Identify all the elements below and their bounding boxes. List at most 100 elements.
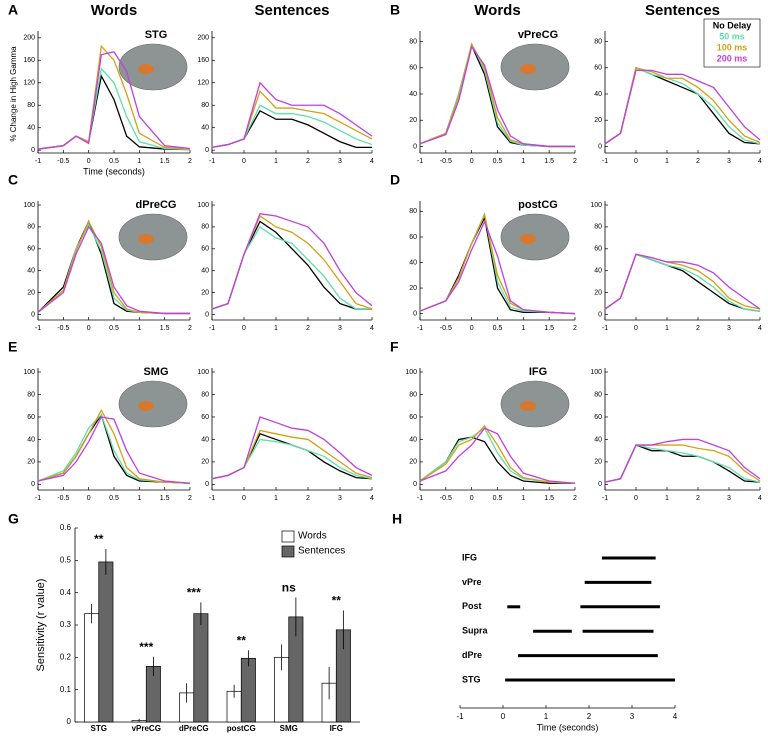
y-tick-label: 80 (594, 38, 602, 45)
brain-region (138, 64, 154, 74)
y-tick-label: 40 (201, 436, 209, 443)
series-line (37, 408, 191, 484)
y-tick-label: 60 (409, 65, 417, 72)
significance: ** (332, 594, 342, 608)
x-tick-label: vPreCG (132, 724, 161, 733)
y-tick-label: 0 (205, 147, 209, 154)
significance: ** (237, 633, 247, 647)
y-tick-label: 100 (405, 369, 417, 376)
x-tick-label: 1 (521, 325, 525, 332)
y-tick-label: 0.5 (60, 555, 72, 564)
series-line (604, 69, 761, 145)
panel-heading: Words (91, 2, 137, 19)
y-tick-label: 40 (201, 125, 209, 132)
y-tick-label: 80 (409, 208, 417, 215)
y-tick-label: 100 (197, 202, 209, 209)
significance: *** (187, 586, 201, 600)
row-label: Post (462, 601, 482, 611)
series-line (419, 45, 575, 148)
y-tick-label: 0 (205, 481, 209, 488)
y-tick-label: 20 (594, 459, 602, 466)
legend-label: No Delay (713, 20, 752, 30)
x-tick-label: -1 (456, 712, 464, 721)
x-tick-label: -0.5 (440, 325, 452, 332)
x-tick-label: 4 (758, 158, 762, 165)
x-tick-label: 1 (544, 712, 549, 721)
x-tick-label: 2 (587, 712, 592, 721)
y-tick-label: 120 (197, 80, 209, 87)
y-tick-label: 0.4 (60, 588, 72, 597)
panel-label: D (390, 172, 400, 188)
y-tick-label: 0 (413, 143, 417, 150)
panel-label: G (8, 511, 19, 527)
x-tick-label: 3 (338, 325, 342, 332)
x-tick-label: 1 (274, 325, 278, 332)
series-line (37, 51, 191, 150)
y-tick-label: 100 (590, 202, 602, 209)
x-tick-label: 4 (758, 495, 762, 502)
x-tick-label: 2 (573, 495, 577, 502)
y-tick-label: 20 (201, 289, 209, 296)
y-tick-label: 80 (201, 102, 209, 109)
x-tick-label: 4 (370, 158, 374, 165)
x-tick-label: 0 (634, 495, 638, 502)
y-tick-label: 100 (23, 369, 35, 376)
brain-region (520, 64, 536, 74)
y-tick-label: 60 (201, 414, 209, 421)
x-tick-label: 2 (188, 495, 192, 502)
x-tick-label: 2 (306, 325, 310, 332)
y-tick-label: 20 (594, 117, 602, 124)
y-tick-label: 60 (594, 65, 602, 72)
y-tick-label: 60 (594, 414, 602, 421)
x-tick-label: 0 (242, 325, 246, 332)
x-tick-label: 1 (665, 325, 669, 332)
x-tick-label: 1 (137, 158, 141, 165)
x-tick-label: 2 (696, 495, 700, 502)
x-tick-label: 0.5 (493, 495, 503, 502)
x-tick-label: 1 (274, 495, 278, 502)
legend-label: 200 ms (717, 53, 748, 63)
x-tick-label: 0 (470, 325, 474, 332)
x-tick-label: 0 (242, 495, 246, 502)
brain-region (520, 401, 536, 411)
x-tick-label: 2 (696, 158, 700, 165)
x-tick-label: 4 (673, 712, 678, 721)
x-tick-label: -1 (209, 158, 215, 165)
x-tick-label: 0 (87, 325, 91, 332)
x-tick-label: 2 (188, 158, 192, 165)
x-tick-label: STG (91, 724, 107, 733)
significance: *** (139, 640, 153, 654)
y-tick-label: 100 (23, 202, 35, 209)
x-tick-label: -1 (417, 495, 423, 502)
x-tick-label: -0.5 (440, 495, 452, 502)
x-tick-label: 1 (665, 158, 669, 165)
y-tick-label: 80 (409, 38, 417, 45)
x-tick-label: 4 (370, 325, 374, 332)
y-tick-label: 0 (598, 481, 602, 488)
brain-region (520, 234, 536, 244)
x-axis-label: Time (seconds) (537, 722, 599, 732)
y-tick-label: 20 (27, 459, 35, 466)
legend-label: 100 ms (717, 42, 748, 52)
legend-swatch (281, 545, 295, 558)
y-axis-label: % Change in High Gamma (9, 46, 18, 142)
x-tick-label: 2 (696, 325, 700, 332)
y-tick-label: 0.2 (60, 652, 72, 661)
y-tick-label: 200 (197, 35, 209, 42)
series-line (604, 253, 761, 312)
brain-region (138, 234, 154, 244)
x-tick-label: 4 (758, 325, 762, 332)
x-tick-label: 0 (634, 158, 638, 165)
x-tick-label: 3 (727, 325, 731, 332)
series-line (211, 416, 373, 480)
series-line (419, 427, 576, 484)
x-tick-label: 1.5 (160, 495, 170, 502)
y-axis-label: Sensitivity (r value) (35, 579, 47, 672)
x-tick-label: 0 (501, 712, 506, 721)
x-tick-label: 1 (137, 325, 141, 332)
region-label: vPreCG (518, 29, 558, 41)
series-line (604, 253, 761, 310)
x-tick-label: 1.5 (544, 495, 554, 502)
y-tick-label: 80 (594, 224, 602, 231)
y-tick-label: 60 (594, 246, 602, 253)
